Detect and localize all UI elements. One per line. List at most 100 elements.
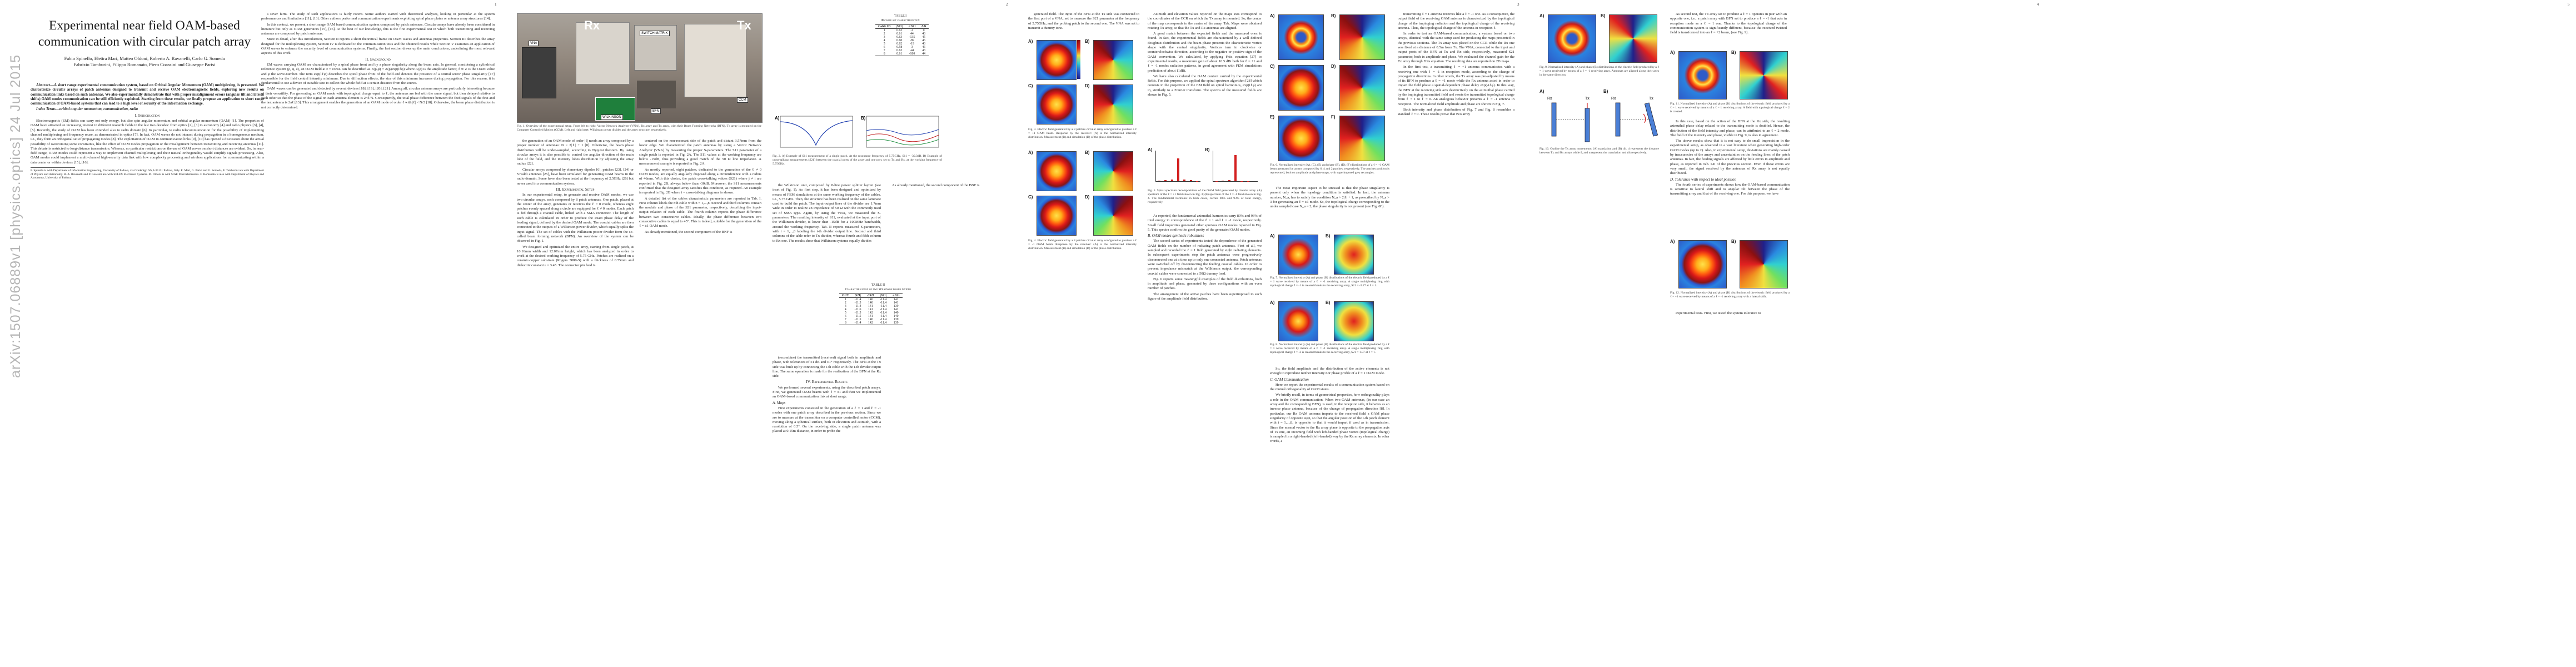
fig6-label-a: A) [1270, 13, 1275, 18]
table1-cell: 44 [922, 52, 925, 56]
fig9-caption: Fig. 9. Normalized intensity (A) and pha… [1539, 66, 1659, 77]
page-number: 2 [1006, 2, 1008, 7]
spectrum-bar [1247, 181, 1249, 182]
paragraph: EM waves carrying OAM are characterized … [261, 62, 495, 86]
svg-text:B): B) [861, 116, 866, 121]
paragraph: the Wilkinson unit, composed by 8-line p… [773, 183, 881, 243]
table1-header: Cable ID [878, 25, 891, 28]
table2-header: ∠S21 [866, 294, 875, 297]
fig5-label-a: A) [1148, 147, 1153, 152]
fig2-caption: Fig. 2. A) Example of S11 measurement of… [773, 155, 942, 166]
table1-cell: 4 [883, 39, 885, 42]
column-left-top: generated field. The input of the BFN at… [1028, 12, 1139, 32]
paragraph: In this context, we present a short rang… [261, 22, 495, 36]
table2-cell: 140 [868, 301, 873, 305]
table2-cell: -11.6 [854, 308, 861, 311]
paragraph: We designed and optimized the entire arr… [517, 245, 634, 267]
paragraph: In this case, based on the action of the… [1670, 120, 1790, 137]
table2-cell: 142 [868, 311, 873, 315]
fig1-setup-photo: Rx Tx VNA WILKINSON BFN CCM SWITCH MATRI… [517, 13, 763, 123]
arxiv-id: arXiv:1507.06889v1 [physics.optics] 24 J… [8, 54, 23, 378]
spectrum-bar [1215, 181, 1218, 182]
table1-cell: 0.60 [896, 39, 903, 42]
table1-cell: 0.61 [896, 32, 903, 36]
table2-cell: -11.4 [880, 311, 887, 315]
vna-tag: VNA [529, 41, 539, 46]
paragraph: Circular arrays composed by elementary d… [517, 167, 634, 186]
bfn-tag: BFN [651, 108, 661, 114]
abstract: Abstract—A short range experimental comm… [31, 83, 264, 106]
fig7-label-a: A) [1270, 233, 1275, 238]
page5-column-left-bottom: experimental tests. First, we tested the… [1670, 311, 1790, 317]
fig12-label-b: B) [1731, 239, 1736, 244]
table2-cell: 142 [868, 321, 873, 325]
table1-cell: 5 [883, 42, 885, 46]
table2-row: 4 -11.6 141 -11.4 141 [839, 308, 903, 311]
fig10-label-a: A) [1539, 89, 1544, 94]
fig12-phase-map [1740, 240, 1788, 288]
rx-array-panel [576, 22, 630, 84]
fig8-intensity-map [1278, 301, 1318, 341]
fig5-caption: Fig. 5. Spiral spectrum decompositions o… [1148, 189, 1262, 204]
paragraph: centered on the non-resonant side of the… [639, 139, 761, 166]
table1-cell: 3 [911, 46, 913, 49]
table1-subtitle: Φ cable set characterization [881, 19, 920, 22]
table1-cell: -180 [909, 52, 915, 56]
table1-row: 7 0.62 -44 43 [875, 49, 929, 52]
spectrum-bar [1164, 180, 1167, 181]
table1-title: TABLE I [894, 14, 907, 18]
table1-body: 1 0.62 -1 0 2 0.61 44 46 3 0.63 -135 45 4 0.60 -89 46 5 0… [875, 29, 929, 56]
table2-cell: 141 [868, 308, 873, 311]
table2-cell: 141 [868, 315, 873, 318]
table2-row: 1 -11.4 140 -11.4 141 [839, 298, 903, 301]
paragraph: The fourth series of experiments shows h… [1670, 182, 1790, 196]
author-list: Fabio Spinello, Elettra Mari, Matteo Old… [64, 56, 225, 67]
section-heading: I. Introduction [134, 112, 160, 118]
spectrum-bar [1177, 158, 1179, 181]
fig10-tilt-diagram: Rx Tx [1611, 97, 1658, 137]
table1-row: 3 0.63 -135 45 [875, 36, 929, 39]
table2-row: 8 -11.4 142 -11.4 139 [839, 321, 903, 325]
table2-row: 7 -11.5 140 -11.4 139 [839, 318, 903, 321]
paragraph: The above results show that it is not ea… [1670, 139, 1790, 176]
fig6-phase-2patch [1339, 116, 1385, 161]
spectrum-bar [1240, 181, 1243, 182]
table2-cell: 141 [868, 305, 873, 308]
column-right-lower: So, the field amplitude and the distribu… [1270, 367, 1389, 445]
paragraph: As already mentioned, the second compone… [645, 230, 733, 234]
fig10-label-b: B) [1603, 89, 1608, 94]
table1-cell: 3 [883, 36, 885, 39]
fig3-caption: Fig. 3. Electric field generated by a 8 … [1028, 128, 1137, 139]
footnote-rule [31, 167, 75, 168]
spectrum-bar [1228, 180, 1230, 181]
spectrum-bar [1234, 155, 1237, 181]
paragraph: generated field. The input of the BFN at… [1028, 12, 1139, 30]
page-number: 3 [1517, 2, 1519, 7]
table1-row: 5 0.62 -19 46 [875, 42, 929, 46]
table1-cell: 43 [922, 49, 925, 52]
arxiv-stamp: arXiv:1507.06889v1 [physics.optics] 24 J… [2, 54, 23, 389]
table2-cell: 141 [893, 308, 899, 311]
paragraph: As already mentioned, the second compone… [892, 183, 980, 187]
table2-row: 6 -11.5 141 -11.4 140 [839, 315, 903, 318]
page5-column-left-lower: In this case, based on the action of the… [1670, 120, 1790, 198]
table1-cell: 1 [883, 29, 885, 32]
section-heading: II. Background [365, 56, 391, 62]
fig3-label-d: D) [1085, 83, 1090, 88]
table2-cell: -11.5 [854, 301, 861, 305]
index-terms: Index Terms—orbital angular momentum, co… [36, 107, 138, 112]
fig6-caption: Fig. 6. Normalized intensity (A), (C), (… [1270, 163, 1389, 175]
paragraph: In our experimental setup, to generate a… [517, 193, 634, 243]
fig4-label-d: D) [1085, 195, 1090, 200]
paragraph: The arrangement of the active patches ha… [1148, 292, 1262, 301]
column-right: a sever farm. The study of such applicat… [261, 12, 495, 111]
table2-cell: 7 [844, 318, 846, 321]
fig10-caption: Fig. 10. Outline the Tx array movements:… [1539, 147, 1659, 155]
table2-cell: -11.4 [880, 321, 887, 325]
table1-cell: 46 [922, 39, 925, 42]
table2-cell: 8 [844, 321, 846, 325]
table1-cell: 44 [910, 32, 914, 36]
table1-row: 4 0.60 -89 46 [875, 39, 929, 42]
fig7-phase-map [1334, 235, 1374, 275]
subsection-heading: D. Tolerance with respect to ideal posit… [1670, 177, 1737, 182]
